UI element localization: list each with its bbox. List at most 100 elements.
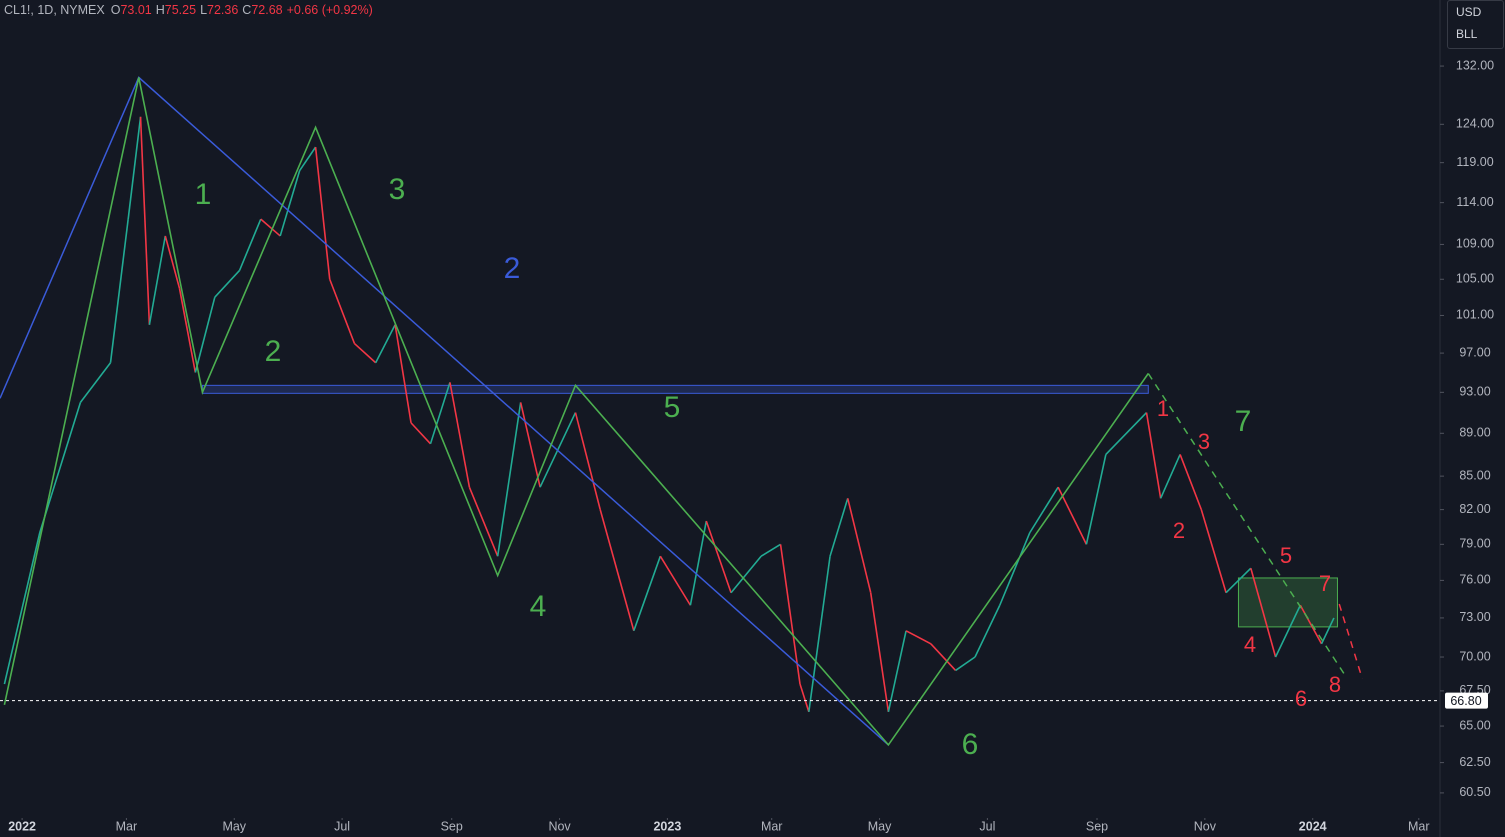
price-segment (468, 486, 499, 557)
y-tick-label: 82.00 (1459, 502, 1490, 516)
price-segment (299, 146, 317, 171)
x-tick-label: Jul (979, 819, 995, 833)
y-tick-label: 65.00 (1459, 718, 1490, 732)
price-segment (1274, 604, 1302, 658)
ohlc-value: 73.01 (120, 3, 152, 17)
y-tick-label: 132.00 (1456, 58, 1494, 72)
y-tick-label: 89.00 (1459, 426, 1490, 440)
wave-line (3, 77, 1149, 747)
last-price-box (1445, 692, 1488, 709)
price-segment (178, 288, 197, 373)
price-segment (1105, 412, 1148, 456)
price-segment (974, 604, 1001, 658)
price-segment (1029, 486, 1059, 534)
price-segment (194, 296, 216, 373)
last-price-label: 66.80 (1450, 694, 1481, 708)
price-segment (659, 555, 692, 606)
y-tick-label: 93.00 (1459, 385, 1490, 399)
wave-line (1147, 373, 1346, 675)
y-tick-label: 73.00 (1459, 610, 1490, 624)
wave-label: 8 (1329, 672, 1341, 697)
price-segment (238, 218, 262, 271)
y-tick-label: 109.00 (1456, 237, 1494, 251)
y-tick-label: 114.00 (1456, 195, 1493, 209)
x-tick-label: Jul (334, 819, 350, 833)
wave-label: 7 (1319, 571, 1331, 596)
y-tick-label: 101.00 (1456, 308, 1494, 322)
price-segment (328, 278, 356, 344)
price-segment (905, 630, 932, 645)
wave-label: 6 (1295, 686, 1307, 711)
price-segment (887, 630, 907, 713)
price-segment (1200, 509, 1227, 593)
wave-label: 2 (265, 335, 282, 368)
x-tick-label: Mar (116, 819, 138, 833)
legend-header: CL1!, 1D, NYMEX O73.01 H75.25 L72.36 C72.68 +… (4, 3, 377, 17)
price-segment (1085, 454, 1107, 545)
currency[interactable]: USD (1456, 5, 1482, 19)
price-segment (127, 116, 142, 220)
y-tick-label: 62.50 (1459, 755, 1490, 769)
x-tick-label: 2022 (8, 819, 36, 833)
ohlc-label: O (110, 3, 121, 17)
price-segment (429, 382, 451, 445)
price-segment (496, 402, 522, 557)
x-tick-label: 2023 (653, 819, 681, 833)
wave-label: 2 (504, 252, 521, 285)
y-tick-label: 105.00 (1456, 272, 1494, 286)
price-segment (779, 544, 801, 685)
x-tick-label: Sep (1086, 819, 1108, 833)
currency-box[interactable]: USD BLL (1447, 0, 1504, 49)
wave-label: 4 (530, 590, 547, 623)
price-segment (353, 342, 377, 364)
price-segment (1250, 568, 1277, 658)
unit[interactable]: BLL (1456, 27, 1478, 41)
price-segment (930, 643, 957, 671)
price-segment (689, 520, 708, 606)
price-segment (449, 382, 471, 488)
price-segment (519, 402, 541, 488)
price-segment (808, 556, 831, 712)
wave-label: 1 (1157, 396, 1169, 421)
wave-label: 3 (389, 173, 406, 206)
ohlc-label: L (200, 3, 208, 17)
ohlc-value: 72.36 (207, 3, 239, 17)
price-segment (633, 555, 662, 632)
price-segment (1320, 617, 1335, 645)
y-tick-label: 76.00 (1459, 573, 1490, 587)
price-segment (705, 520, 732, 594)
price-segment (164, 235, 181, 289)
price-segment (374, 324, 396, 364)
price-segment (1159, 454, 1181, 499)
price-segment (1225, 567, 1252, 594)
x-tick-label: 2024 (1299, 819, 1327, 833)
price-segment (599, 509, 635, 631)
ohlc-value: 75.25 (164, 3, 197, 17)
price-segment (574, 412, 601, 510)
wave-label: 2 (1173, 518, 1185, 543)
wave-label: 3 (1198, 429, 1210, 454)
x-tick-label: Sep (441, 819, 463, 833)
price-segment (730, 555, 762, 594)
wave-label: 5 (1280, 543, 1292, 568)
y-tick-label: 79.00 (1459, 537, 1490, 551)
symbol: CL1!, 1D, NYMEX (4, 3, 105, 17)
x-tick-label: May (222, 819, 246, 833)
price-segment (799, 683, 810, 713)
price-segment (955, 656, 976, 672)
ohlc-value: 72.68 (251, 3, 283, 17)
ohlc-label: C (242, 3, 252, 17)
price-segment (1145, 412, 1162, 499)
change: +0.66 (+0.92%) (286, 3, 373, 17)
price-segment (109, 219, 129, 363)
price-segment (260, 218, 281, 237)
y-tick-label: 60.50 (1459, 785, 1490, 799)
price-segment (1299, 604, 1323, 645)
price-segment (394, 324, 412, 424)
wave-label: 1 (195, 178, 212, 211)
y-tick-label: 119.00 (1456, 155, 1493, 169)
price-segment (3, 532, 41, 685)
price-segment (1179, 454, 1203, 510)
zone (1237, 577, 1338, 628)
